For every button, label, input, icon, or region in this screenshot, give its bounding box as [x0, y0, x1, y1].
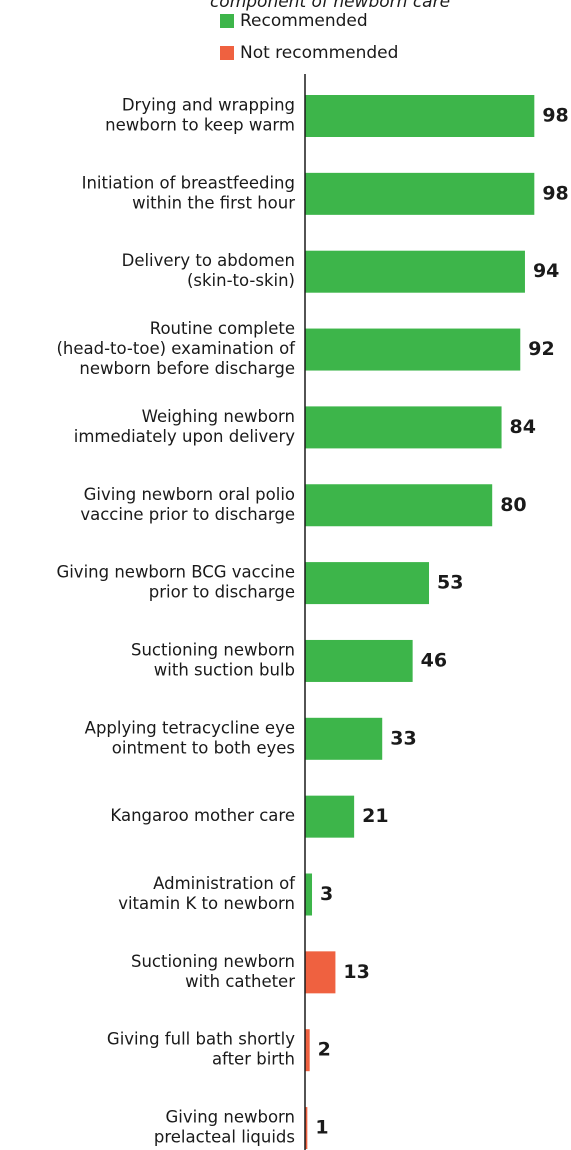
y-tick-label: Giving newborn oral polio — [84, 485, 295, 504]
bar — [305, 250, 525, 293]
bar — [305, 639, 413, 682]
bar — [305, 1107, 308, 1150]
y-tick-label: after birth — [212, 1050, 295, 1069]
legend-swatch — [220, 46, 234, 60]
y-tick-label: (skin-to-skin) — [187, 271, 295, 290]
value-label: 21 — [362, 805, 388, 827]
bar — [305, 328, 521, 371]
y-tick-label: with suction bulb — [154, 660, 295, 679]
value-label: 3 — [320, 883, 333, 905]
y-tick-label: Delivery to abdomen — [122, 251, 295, 270]
value-label: 94 — [533, 260, 559, 282]
value-label: 1 — [315, 1117, 328, 1139]
y-tick-label: Giving newborn — [165, 1108, 295, 1127]
y-tick-label: newborn before discharge — [79, 359, 295, 378]
value-label: 84 — [510, 416, 536, 438]
y-tick-label: Suctioning newborn — [131, 952, 295, 971]
y-tick-label: ointment to both eyes — [112, 738, 295, 757]
y-tick-label: Kangaroo mother care — [110, 806, 295, 825]
value-label: 92 — [528, 338, 554, 360]
bar — [305, 795, 355, 838]
y-tick-label: Routine complete — [150, 319, 295, 338]
bar — [305, 1029, 310, 1072]
value-label: 80 — [500, 494, 526, 516]
y-tick-label: Giving newborn BCG vaccine — [56, 563, 295, 582]
y-tick-label: (head-to-toe) examination of — [56, 339, 296, 358]
y-tick-label: prelacteal liquids — [154, 1128, 295, 1147]
y-tick-label: within the first hour — [132, 193, 295, 212]
value-label: 33 — [390, 727, 416, 749]
y-tick-label: Initiation of breastfeeding — [82, 173, 295, 192]
y-tick-label: vaccine prior to discharge — [80, 505, 295, 524]
y-tick-label: newborn to keep warm — [105, 116, 295, 135]
value-label: 98 — [542, 105, 568, 127]
bar — [305, 484, 493, 527]
bar — [305, 406, 502, 449]
bar — [305, 951, 336, 994]
y-tick-label: Weighing newborn — [142, 407, 295, 426]
y-tick-label: prior to discharge — [149, 583, 295, 602]
value-label: 98 — [542, 182, 568, 204]
legend-label: Not recommended — [240, 43, 398, 63]
value-label: 2 — [318, 1039, 331, 1061]
bar — [305, 172, 535, 215]
bar — [305, 95, 535, 137]
value-label: 53 — [437, 572, 463, 594]
y-tick-label: vitamin K to newborn — [118, 894, 295, 913]
y-tick-label: Suctioning newborn — [131, 640, 295, 659]
value-label: 46 — [421, 649, 447, 671]
y-tick-label: immediately upon delivery — [74, 427, 295, 446]
y-tick-label: Administration of — [153, 874, 296, 893]
bar — [305, 873, 313, 916]
chart-subtitle: component of newborn care — [210, 0, 450, 12]
y-tick-label: Applying tetracycline eye — [85, 718, 295, 737]
y-tick-label: with catheter — [185, 972, 295, 991]
bar — [305, 562, 430, 605]
y-tick-label: Drying and wrapping — [122, 96, 295, 115]
value-label: 13 — [343, 961, 369, 983]
y-tick-label: Giving full bath shortly — [107, 1030, 295, 1049]
legend-label: Recommended — [240, 11, 368, 31]
legend-swatch — [220, 14, 234, 28]
bar — [305, 717, 383, 760]
